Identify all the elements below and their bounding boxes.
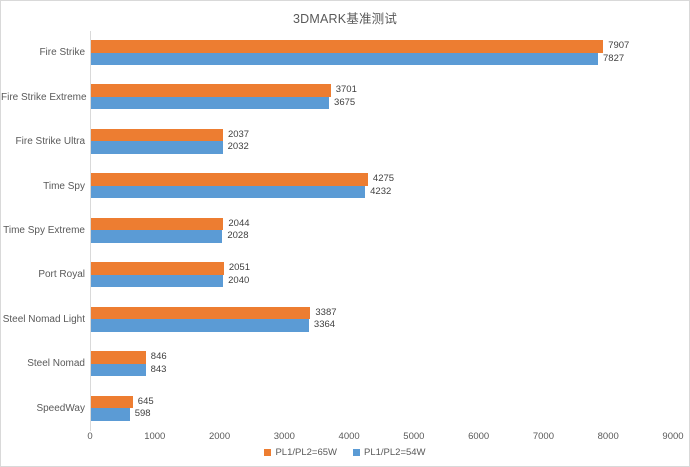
x-tick-label: 2000 bbox=[208, 431, 231, 442]
category-label: Fire Strike Ultra bbox=[15, 136, 85, 148]
value-label: 598 bbox=[134, 408, 151, 420]
value-label: 843 bbox=[150, 363, 167, 375]
x-tick-label: 5000 bbox=[403, 431, 425, 442]
value-label: 645 bbox=[137, 395, 154, 407]
category-label: Steel Nomad Light bbox=[2, 313, 85, 325]
category-label: Time Spy Extreme bbox=[3, 225, 85, 236]
bar bbox=[91, 141, 223, 154]
bar bbox=[91, 40, 604, 53]
bar bbox=[91, 319, 309, 332]
category-label: SpeedWay bbox=[36, 402, 85, 414]
bar bbox=[91, 363, 146, 377]
bar bbox=[91, 262, 224, 275]
x-tick-label: 8000 bbox=[597, 431, 619, 442]
x-tick-label: 6000 bbox=[468, 431, 490, 442]
value-label: 3701 bbox=[335, 84, 357, 96]
value-label: 3387 bbox=[315, 306, 337, 318]
plot-area: 7907 7827 3701 3675 2037 2032 4275 4232 2044 2028… bbox=[90, 31, 674, 431]
legend-label: PL1/PL2=65W bbox=[275, 447, 337, 458]
bar bbox=[91, 230, 223, 243]
bar bbox=[91, 274, 224, 288]
x-tick-label: 3000 bbox=[273, 431, 295, 442]
x-tick-label: 0 bbox=[87, 431, 93, 442]
value-label: 2037 bbox=[227, 128, 250, 140]
bar bbox=[91, 395, 133, 409]
bar bbox=[91, 52, 599, 65]
value-label: 7827 bbox=[603, 52, 625, 64]
bar bbox=[91, 128, 223, 142]
value-label: 4275 bbox=[372, 173, 395, 185]
category-label: Fire Strike Extreme bbox=[1, 91, 87, 103]
value-label: 3364 bbox=[313, 319, 336, 331]
value-label: 7907 bbox=[608, 40, 630, 51]
x-tick-label: 4000 bbox=[338, 431, 360, 442]
x-tick-label: 7000 bbox=[532, 431, 554, 442]
legend-item: PL1/PL2=65W bbox=[264, 447, 337, 458]
x-tick-label: 1000 bbox=[144, 431, 166, 442]
legend-swatch bbox=[264, 449, 272, 456]
bar bbox=[91, 306, 311, 320]
bar bbox=[91, 84, 331, 97]
x-tick-label: 9000 bbox=[662, 431, 684, 442]
legend-swatch bbox=[353, 449, 360, 456]
value-label: 2051 bbox=[228, 262, 250, 274]
bar bbox=[91, 185, 366, 199]
legend-item: PL1/PL2=54W bbox=[353, 447, 426, 458]
value-label: 4232 bbox=[370, 185, 392, 197]
bar bbox=[91, 351, 146, 364]
category-label: Port Royal bbox=[38, 269, 85, 281]
value-label: 846 bbox=[150, 351, 167, 363]
bar bbox=[91, 217, 224, 231]
bar bbox=[91, 173, 368, 186]
category-label: Steel Nomad bbox=[27, 358, 85, 370]
value-label: 3675 bbox=[334, 96, 356, 108]
bar bbox=[91, 96, 330, 110]
category-label: Time Spy bbox=[43, 180, 85, 192]
chart-title: 3DMARK基准测试 bbox=[292, 12, 398, 26]
value-label: 2044 bbox=[228, 217, 250, 229]
value-label: 2040 bbox=[228, 274, 250, 286]
category-label: Fire Strike bbox=[39, 47, 85, 59]
bar bbox=[91, 408, 130, 421]
legend: PL1/PL2=65W PL1/PL2=54W bbox=[1, 447, 689, 458]
value-label: 2028 bbox=[227, 230, 249, 242]
value-label: 2032 bbox=[227, 141, 249, 153]
legend-label: PL1/PL2=54W bbox=[364, 447, 426, 458]
